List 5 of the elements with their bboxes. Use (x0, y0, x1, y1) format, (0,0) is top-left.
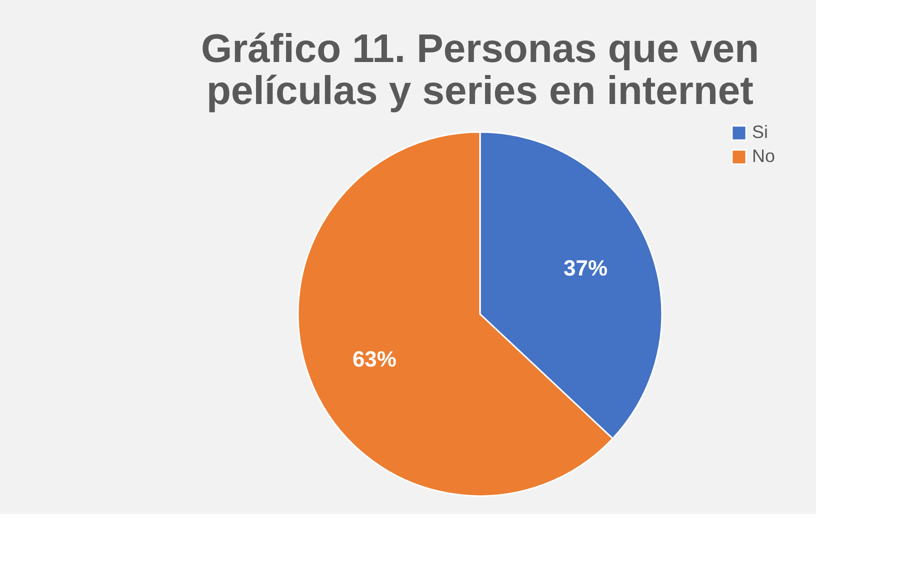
chart-title: Gráfico 11. Personas que ven películas y series en internet (200, 27, 760, 113)
legend-label: Si (752, 122, 768, 142)
data-label: 63% (352, 346, 396, 372)
legend-label: No (752, 146, 776, 166)
data-label: 37% (564, 255, 608, 280)
